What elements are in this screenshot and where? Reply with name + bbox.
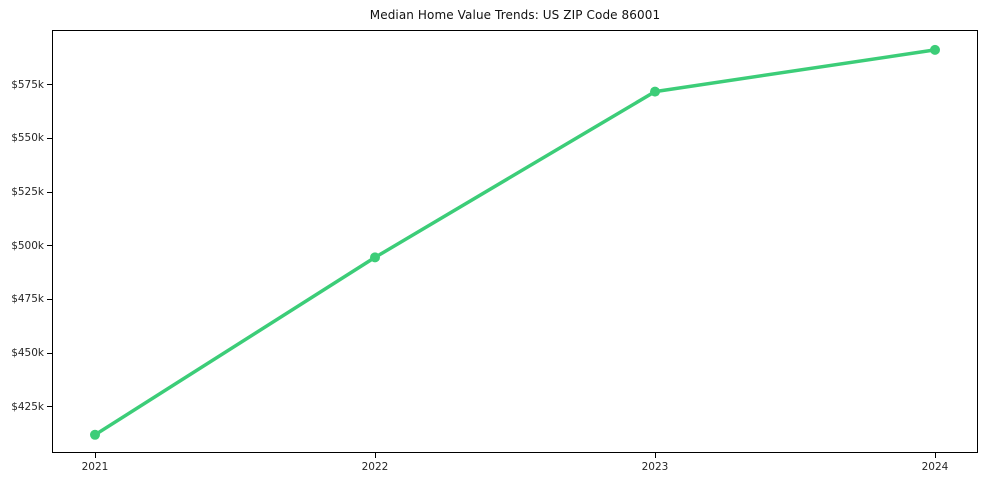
data-point-marker xyxy=(90,429,100,440)
data-point-marker xyxy=(370,252,380,263)
y-tick-label: $525k xyxy=(11,186,44,199)
y-tick-mark xyxy=(47,245,52,247)
x-tick-label: 2022 xyxy=(361,461,389,473)
y-tick-label: $475k xyxy=(11,293,44,306)
x-tick-label: 2023 xyxy=(641,461,669,473)
x-tick-label: 2024 xyxy=(921,461,949,473)
plot-area: $425k $450k $475k $500k $525k $550k $575k 2021 2… xyxy=(11,30,978,473)
y-tick-label: $450k xyxy=(11,347,44,360)
y-tick-label: $425k xyxy=(11,400,44,413)
data-point-marker xyxy=(650,86,660,97)
x-tick-label: 2021 xyxy=(81,461,109,473)
x-tick-mark xyxy=(934,453,936,458)
series-line xyxy=(93,48,937,437)
y-tick-mark xyxy=(47,298,52,300)
line-series xyxy=(90,44,940,440)
y-tick-label: $500k xyxy=(11,239,44,252)
x-tick-mark xyxy=(94,453,96,458)
y-tick-mark xyxy=(47,191,52,193)
x-tick-mark xyxy=(374,453,376,458)
y-tick-label: $575k xyxy=(11,78,44,91)
y-tick-mark xyxy=(47,137,52,139)
y-tick-mark xyxy=(47,352,52,354)
x-tick-mark xyxy=(654,453,656,458)
data-point-marker xyxy=(930,44,940,55)
chart-title: Median Home Value Trends: US ZIP Code 86… xyxy=(369,8,661,22)
y-tick-label: $550k xyxy=(11,132,44,145)
y-tick-mark xyxy=(47,84,52,86)
y-tick-mark xyxy=(47,406,52,408)
